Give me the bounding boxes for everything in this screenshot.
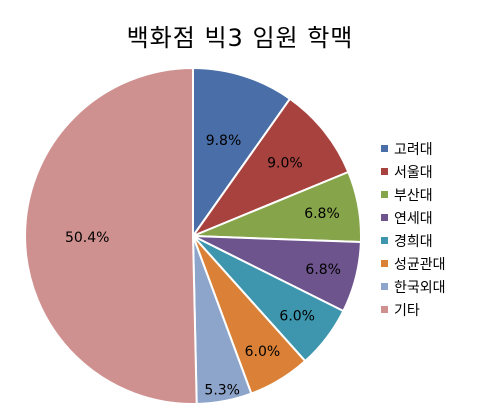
pie-slices xyxy=(24,66,362,405)
pie-slice xyxy=(192,66,292,240)
legend-swatch xyxy=(381,145,388,152)
data-label: 9.8% xyxy=(206,133,242,149)
pie-slice xyxy=(190,97,350,239)
legend-label: 경희대 xyxy=(394,234,433,250)
legend-label: 부산대 xyxy=(394,188,433,204)
legend-swatch xyxy=(381,283,388,290)
legend-label: 연세대 xyxy=(394,211,433,227)
data-label: 9.0% xyxy=(267,156,303,172)
legend-swatch xyxy=(381,306,388,313)
pie-slice xyxy=(24,66,198,405)
data-label: 6.8% xyxy=(305,262,341,278)
legend-label: 서울대 xyxy=(394,165,433,181)
data-label: 6.0% xyxy=(245,344,281,360)
pie-data-labels: 9.8% 9.0% 6.8% 6.8% 6.0% 6.0% 5.3% 50.4% xyxy=(65,133,341,399)
legend-swatch xyxy=(381,237,388,244)
data-label: 5.3% xyxy=(204,383,240,399)
legend-label: 고려대 xyxy=(394,142,433,158)
legend-swatch xyxy=(381,191,388,198)
legend-swatch xyxy=(381,214,388,221)
legend-label: 성균관대 xyxy=(394,257,446,273)
legend-label: 한국외대 xyxy=(394,280,446,296)
chart-title: 백화점 빅3 임원 학맥 xyxy=(127,24,354,52)
legend-swatch xyxy=(381,168,388,175)
data-label: 6.8% xyxy=(304,206,340,222)
data-label: 50.4% xyxy=(65,230,109,246)
legend-label: 기타 xyxy=(394,303,420,319)
legend-swatch xyxy=(381,260,388,267)
data-label: 6.0% xyxy=(279,308,315,324)
